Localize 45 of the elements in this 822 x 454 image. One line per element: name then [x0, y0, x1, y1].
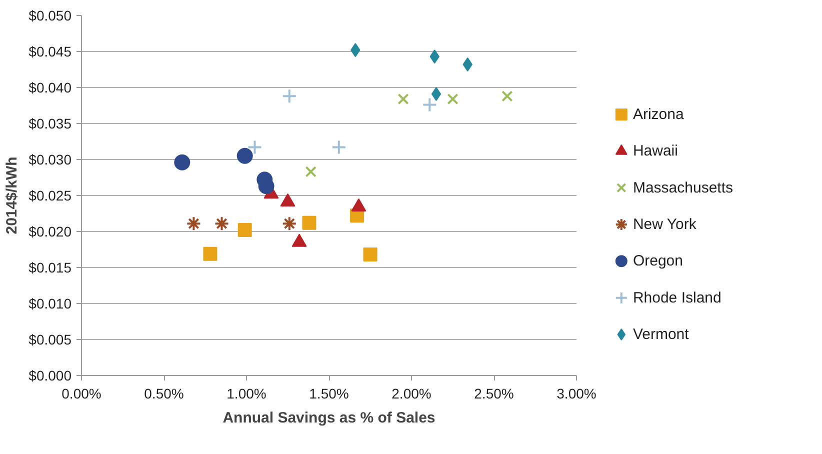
legend-label: Rhode Island — [632, 289, 722, 306]
y-tick-label: $0.040 — [28, 80, 72, 96]
legend-label: Massachusetts — [632, 179, 733, 196]
x-tick-label: 3.00% — [556, 386, 596, 402]
x-tick-label: 1.50% — [309, 386, 349, 402]
y-tick-label: $0.000 — [28, 368, 72, 384]
x-tick-label: 2.00% — [392, 386, 432, 402]
point — [282, 88, 297, 104]
x-tick-label: 1.00% — [226, 386, 266, 402]
point — [236, 148, 253, 164]
point — [247, 140, 262, 155]
x-tick-label: 0.50% — [144, 386, 184, 402]
y-tick-label: $0.050 — [28, 8, 72, 24]
legend-label: Hawaii — [632, 142, 678, 160]
legend-label: Vermont — [632, 326, 690, 343]
point — [331, 140, 346, 155]
point — [447, 93, 458, 105]
point — [363, 248, 378, 262]
point — [431, 86, 442, 101]
point — [214, 216, 230, 232]
point — [282, 216, 297, 232]
point — [502, 90, 513, 102]
point — [398, 93, 409, 105]
point — [238, 223, 252, 238]
point — [203, 246, 218, 261]
point — [302, 216, 316, 230]
point — [422, 97, 438, 112]
y-tick-label: $0.025 — [28, 188, 72, 204]
legend-label: Arizona — [632, 106, 684, 123]
y-tick-label: $0.010 — [28, 296, 72, 312]
y-axis-title: 2014$/kWh — [4, 156, 21, 234]
y-tick-label: $0.030 — [28, 152, 72, 168]
point — [305, 166, 316, 178]
y-tick-label: $0.045 — [28, 44, 72, 60]
legend-label: Oregon — [632, 252, 683, 270]
point — [186, 216, 202, 232]
legend-label: New York — [632, 216, 697, 233]
y-tick-label: $0.015 — [28, 260, 72, 276]
y-tick-label: $0.020 — [28, 224, 72, 240]
x-tick-label: 0.00% — [62, 386, 102, 402]
y-tick-label: $0.035 — [28, 116, 72, 132]
point — [174, 154, 190, 170]
x-axis-title: Annual Savings as % of Sales — [222, 410, 436, 426]
x-tick-label: 2.50% — [474, 386, 514, 402]
y-tick-label: $0.005 — [28, 332, 72, 348]
